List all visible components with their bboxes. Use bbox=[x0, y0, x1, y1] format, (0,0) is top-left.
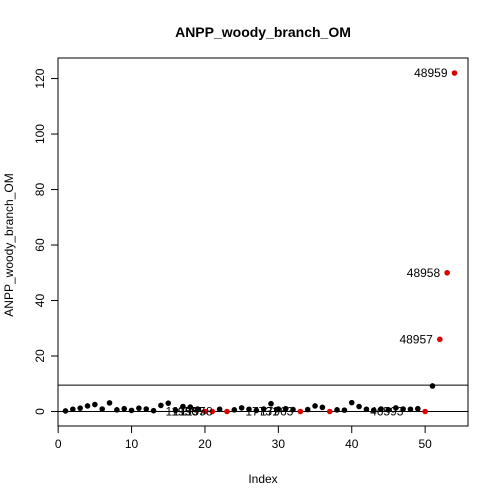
y-tick-label: 100 bbox=[33, 124, 47, 144]
flagged-point bbox=[209, 408, 216, 415]
data-point bbox=[77, 405, 83, 411]
y-tick-label: 80 bbox=[33, 183, 47, 197]
point-annotation: 11957 bbox=[173, 405, 206, 419]
flagged-point bbox=[326, 408, 333, 415]
point-annotation: 48959 bbox=[414, 66, 448, 80]
flagged-point bbox=[297, 408, 304, 415]
data-point bbox=[304, 406, 311, 413]
x-tick-label: 0 bbox=[55, 437, 62, 451]
point-annotation: 11958 bbox=[180, 405, 213, 419]
point-annotation: 17963 bbox=[260, 405, 294, 419]
y-tick-label: 0 bbox=[33, 408, 47, 415]
x-tick-label: 30 bbox=[272, 437, 286, 451]
x-tick-label: 10 bbox=[125, 437, 139, 451]
data-point bbox=[121, 405, 128, 412]
x-tick-label: 40 bbox=[345, 437, 359, 451]
chart-title: ANPP_woody_branch_OM bbox=[175, 24, 351, 40]
x-axis-label: Index bbox=[248, 472, 277, 486]
point-annotation: 17731 bbox=[245, 405, 279, 419]
x-axis: 0 10 20 30 40 50 bbox=[55, 425, 432, 451]
data-point bbox=[99, 406, 105, 412]
data-point bbox=[70, 406, 76, 413]
data-point bbox=[348, 399, 355, 406]
flagged-point bbox=[444, 269, 450, 276]
data-point bbox=[231, 407, 238, 413]
data-point bbox=[246, 406, 252, 413]
data-point bbox=[260, 406, 267, 412]
point-annotation: 11956 bbox=[165, 405, 198, 419]
data-point bbox=[128, 407, 135, 414]
y-tick-label: 120 bbox=[33, 68, 47, 88]
data-point bbox=[114, 407, 120, 413]
y-axis-label: ANPP_woody_branch_OM bbox=[2, 173, 16, 316]
data-point bbox=[282, 405, 289, 412]
data-point bbox=[62, 408, 69, 414]
data-point bbox=[238, 405, 245, 411]
plot-frame bbox=[57, 57, 469, 427]
data-point bbox=[341, 407, 348, 413]
data-point bbox=[216, 406, 223, 413]
y-tick-label: 40 bbox=[33, 294, 47, 308]
point-annotation: 48958 bbox=[407, 266, 441, 280]
data-point bbox=[84, 403, 91, 409]
data-point bbox=[429, 383, 436, 389]
data-point bbox=[194, 406, 201, 412]
data-point bbox=[385, 407, 392, 413]
flagged-point bbox=[451, 70, 458, 76]
flagged-point bbox=[224, 408, 230, 415]
data-point bbox=[392, 405, 399, 411]
data-point bbox=[334, 407, 340, 413]
data-point bbox=[356, 403, 362, 410]
data-point bbox=[415, 405, 421, 412]
data-point bbox=[180, 403, 186, 410]
flagged-point bbox=[202, 408, 208, 415]
point-annotation: 46593 bbox=[370, 405, 404, 419]
flagged-point bbox=[422, 408, 428, 415]
data-point bbox=[370, 407, 377, 413]
y-axis: 0 20 40 60 80 100 120 bbox=[33, 68, 59, 415]
data-point bbox=[268, 400, 274, 407]
data-point bbox=[106, 400, 113, 406]
point-annotation: 48957 bbox=[399, 332, 433, 346]
data-point bbox=[275, 406, 282, 412]
data-point bbox=[158, 402, 164, 409]
data-point bbox=[150, 407, 157, 414]
data-point bbox=[312, 403, 318, 409]
y-tick-label: 20 bbox=[33, 349, 47, 363]
x-tick-label: 20 bbox=[198, 437, 212, 451]
data-point bbox=[407, 406, 414, 413]
data-point bbox=[187, 404, 194, 410]
data-point bbox=[172, 407, 179, 414]
flagged-point bbox=[437, 336, 443, 343]
data-point bbox=[165, 400, 172, 406]
data-points bbox=[62, 70, 458, 415]
data-point bbox=[136, 405, 142, 411]
data-point bbox=[363, 406, 370, 413]
data-point bbox=[143, 406, 150, 412]
data-point bbox=[378, 406, 384, 412]
data-point bbox=[400, 406, 406, 412]
data-point bbox=[319, 404, 326, 411]
data-point bbox=[92, 401, 98, 408]
data-point bbox=[253, 407, 260, 414]
data-point bbox=[290, 406, 296, 413]
x-tick-label: 50 bbox=[418, 437, 432, 451]
y-tick-label: 60 bbox=[33, 238, 47, 252]
